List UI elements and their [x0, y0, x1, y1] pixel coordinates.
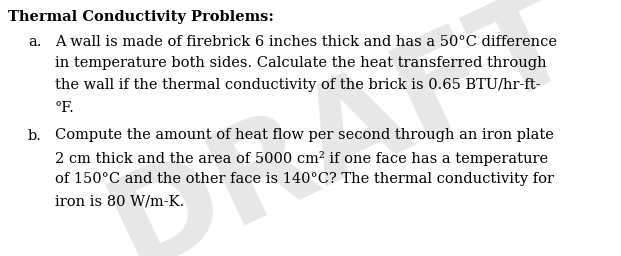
Text: a.: a.	[28, 35, 42, 48]
Text: A wall is made of firebrick 6 inches thick and has a 50°C difference: A wall is made of firebrick 6 inches thi…	[55, 35, 557, 48]
Text: °F.: °F.	[55, 101, 75, 114]
Text: the wall if the thermal conductivity of the brick is 0.65 BTU/hr-ft-: the wall if the thermal conductivity of …	[55, 79, 540, 92]
Text: of 150°C and the other face is 140°C? The thermal conductivity for: of 150°C and the other face is 140°C? Th…	[55, 173, 554, 187]
Text: iron is 80 W/m-K.: iron is 80 W/m-K.	[55, 195, 184, 208]
Text: DRAFT: DRAFT	[91, 0, 592, 256]
Text: Compute the amount of heat flow per second through an iron plate: Compute the amount of heat flow per seco…	[55, 129, 554, 143]
Text: 2 cm thick and the area of 5000 cm² if one face has a temperature: 2 cm thick and the area of 5000 cm² if o…	[55, 151, 548, 165]
Text: Thermal Conductivity Problems:: Thermal Conductivity Problems:	[8, 10, 274, 24]
Text: b.: b.	[28, 129, 42, 143]
Text: in temperature both sides. Calculate the heat transferred through: in temperature both sides. Calculate the…	[55, 57, 546, 70]
